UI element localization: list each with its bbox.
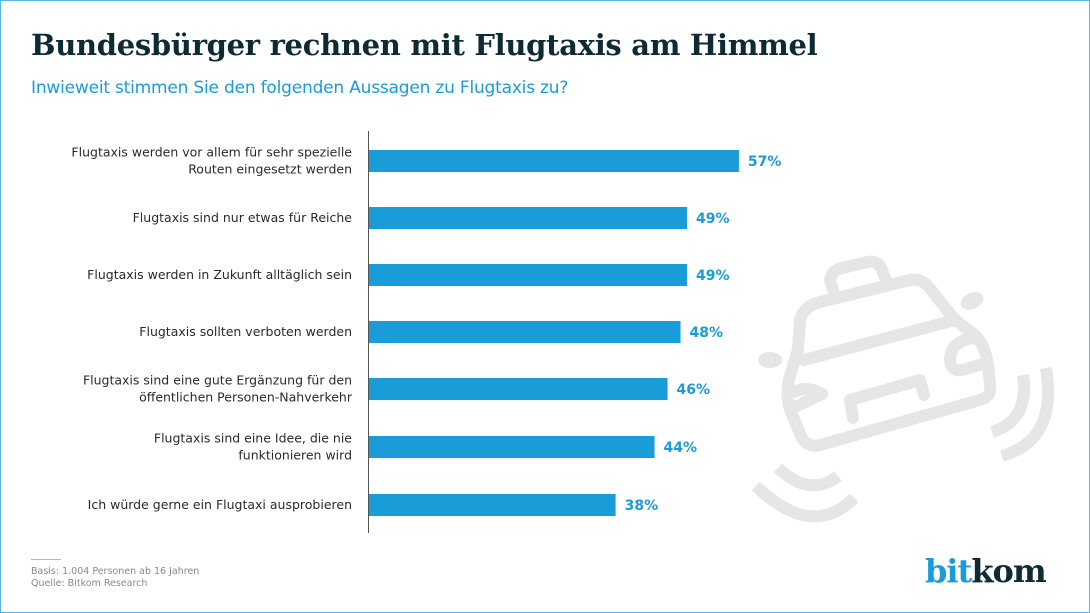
value-label-2: 49% (696, 211, 730, 227)
value-label-7: 38% (625, 498, 659, 514)
chart-title: Bundesbürger rechnen mit Flugtaxis am Hi… (31, 28, 818, 62)
bars-group: 57% Flugtaxis werden vor allem für sehr s… (71, 145, 782, 516)
category-label-4: Flugtaxis sollten verboten werden (139, 324, 352, 339)
footer-source: Quelle: Bitkom Research (31, 578, 148, 589)
logo-part-bit: bit (925, 552, 972, 590)
bar-1 (369, 150, 739, 172)
bar-5 (369, 378, 668, 400)
footer-basis: Basis: 1.004 Personen ab 16 Jahren (31, 566, 200, 577)
value-label-6: 44% (664, 440, 698, 456)
bar-3 (369, 264, 688, 286)
category-label-6: Flugtaxis sind eine Idee, die nie funktio… (154, 431, 352, 463)
bar-6 (369, 436, 655, 458)
bar-7 (369, 494, 616, 516)
value-label-4: 48% (690, 325, 724, 341)
flying-taxi-icon (751, 255, 1055, 523)
category-label-5: Flugtaxis sind eine gute Ergänzung für d… (83, 373, 353, 405)
value-label-3: 49% (696, 268, 730, 284)
category-label-2: Flugtaxis sind nur etwas für Reiche (133, 210, 353, 225)
bar-4 (369, 321, 681, 343)
value-label-1: 57% (748, 154, 782, 170)
chart-subtitle: Inwieweit stimmen Sie den folgenden Auss… (31, 78, 569, 98)
footer-notes: Basis: 1.004 Personen ab 16 Jahren Quell… (31, 566, 199, 590)
logo-part-kom: kom (971, 552, 1046, 590)
category-label-1: Flugtaxis werden vor allem für sehr spez… (71, 145, 352, 177)
bar-2 (369, 207, 688, 229)
bitkom-logo: bitkom (925, 552, 1047, 590)
value-label-5: 46% (677, 382, 711, 398)
footer-divider (31, 559, 61, 560)
category-label-7: Ich würde gerne ein Flugtaxi ausprobiere… (88, 497, 352, 512)
category-label-3: Flugtaxis werden in Zukunft alltäglich s… (87, 267, 352, 282)
